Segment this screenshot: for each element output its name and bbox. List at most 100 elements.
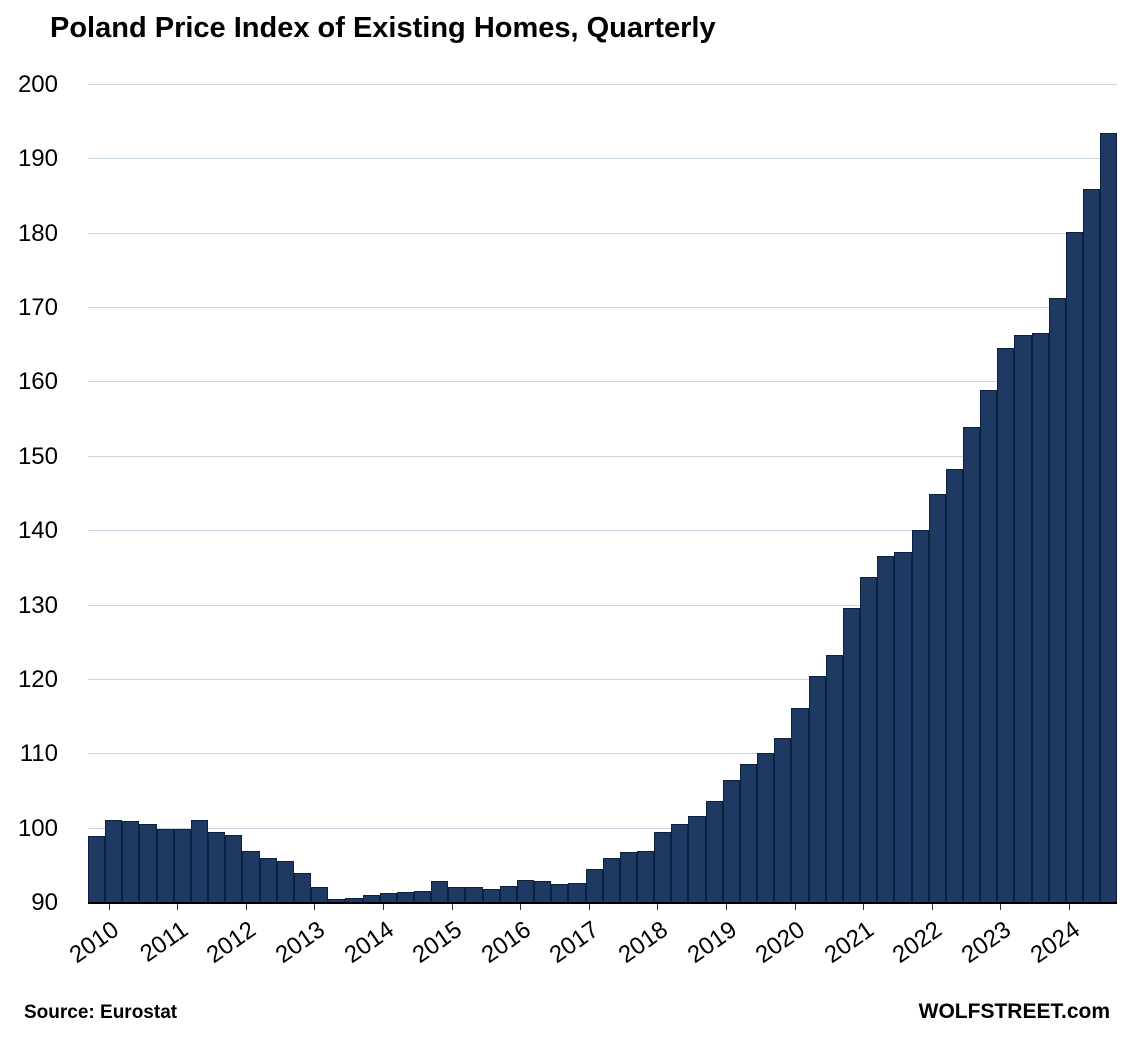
bar-2016-q2: [516, 879, 535, 903]
bar-2011-q2: [173, 829, 191, 903]
bar-2024-q3: [1083, 189, 1101, 903]
gridline-200: [88, 84, 1117, 85]
bar-2011-q1: [156, 828, 174, 903]
bar-2012-q1: [225, 835, 243, 903]
bar-2013-q1: [293, 872, 312, 903]
gridline-120: [88, 678, 1117, 680]
x-tick-label-2024: 2024: [1025, 916, 1085, 969]
x-tick-mark-2017: [588, 904, 590, 910]
x-tick-mark-2023: [1000, 904, 1002, 910]
bar-2020-q1: [774, 737, 792, 903]
bar-2012-q2: [242, 850, 260, 903]
branding-wolfstreet: WOLFSTREET.com: [918, 1000, 1110, 1023]
bar-2013-q2: [311, 887, 329, 903]
bar-2010-q2: [105, 819, 123, 903]
gridline-110: [88, 753, 1117, 755]
x-tick-mark-2014: [382, 904, 384, 910]
bar-2022-q3: [945, 468, 963, 903]
gridline-100: [88, 827, 1117, 829]
bar-series: [88, 85, 1118, 903]
bar-2018-q4: [688, 816, 706, 903]
y-tick-label-100: 100: [17, 814, 58, 842]
bar-2012-q3: [259, 858, 277, 903]
bar-2018-q3: [671, 824, 689, 903]
bar-2015-q1: [431, 881, 449, 903]
bar-2014-q2: [379, 892, 397, 903]
bar-2015-q3: [465, 887, 483, 903]
gridline-150: [88, 455, 1117, 457]
y-tick-label-90: 90: [31, 889, 58, 916]
bar-2013-q4: [345, 897, 363, 903]
bar-2023-q2: [997, 347, 1015, 903]
gridline-140: [88, 530, 1117, 532]
bar-2017-q4: [619, 852, 637, 903]
bar-2024-q2: [1065, 231, 1084, 903]
x-tick-label-2019: 2019: [682, 916, 742, 969]
y-tick-label-150: 150: [17, 442, 58, 470]
x-tick-mark-2024: [1068, 904, 1070, 910]
x-tick-mark-2013: [314, 904, 316, 910]
y-tick-label-180: 180: [17, 219, 58, 247]
gridline-190: [88, 158, 1117, 160]
gridline-170: [88, 307, 1117, 309]
bar-2023-q3: [1014, 334, 1032, 903]
bar-2010-q4: [139, 824, 157, 903]
gridline-130: [88, 604, 1117, 606]
bar-2014-q4: [413, 891, 432, 903]
y-tick-label-170: 170: [17, 294, 58, 322]
bar-2017-q1: [568, 882, 586, 903]
source-note: Source: Eurostat: [24, 1002, 178, 1023]
x-tick-mark-2016: [520, 904, 522, 910]
bar-2011-q4: [208, 832, 226, 903]
bar-2022-q2: [928, 494, 946, 903]
bar-2020-q4: [825, 654, 843, 903]
x-axis: 2010 2011 2012 2013 2014 2015 2016 2017 2018 2019…: [65, 904, 1117, 996]
bar-2019-q3: [739, 763, 758, 903]
chart-title: Poland Price Index of Existing Homes, Qu…: [50, 12, 716, 44]
bar-2021-q1: [842, 607, 861, 903]
bar-2010-q3: [122, 821, 140, 903]
x-tick-label-2010: 2010: [64, 916, 125, 969]
x-tick-mark-2022: [931, 904, 933, 910]
x-tick-label-2021: 2021: [819, 916, 879, 969]
bar-2019-q1: [705, 801, 723, 903]
x-tick-label-2013: 2013: [270, 916, 330, 969]
bar-2016-q1: [499, 885, 517, 903]
x-tick-label-2017: 2017: [545, 916, 605, 969]
x-tick-label-2012: 2012: [202, 916, 262, 969]
x-tick-mark-2011: [177, 904, 179, 910]
bar-2017-q2: [585, 868, 603, 903]
bar-2019-q4: [757, 752, 775, 903]
bar-2019-q2: [722, 779, 740, 903]
bar-2014-q3: [396, 891, 414, 903]
y-tick-label-160: 160: [17, 368, 58, 396]
bar-2022-q4: [962, 427, 981, 903]
y-tick-label-120: 120: [17, 665, 58, 693]
bar-2016-q3: [534, 880, 552, 903]
x-tick-mark-2019: [725, 904, 727, 910]
y-tick-label-200: 200: [17, 71, 58, 98]
bar-2021-q4: [894, 552, 912, 903]
bar-2017-q3: [602, 857, 620, 903]
bar-2012-q4: [276, 861, 294, 903]
x-tick-label-2018: 2018: [613, 916, 673, 969]
bar-2024-q1: [1048, 297, 1066, 903]
plot-area: [88, 84, 1118, 904]
x-tick-label-2023: 2023: [956, 916, 1016, 969]
bar-2011-q3: [190, 820, 209, 903]
bar-2023-q4: [1031, 332, 1049, 903]
bar-2024-q4: [1100, 133, 1118, 903]
x-tick-label-2016: 2016: [476, 916, 536, 969]
bar-2010-q1: [88, 836, 106, 903]
x-tick-label-2015: 2015: [407, 916, 468, 969]
bar-2016-q4: [551, 884, 569, 903]
bar-2023-q1: [980, 389, 998, 903]
x-tick-mark-2021: [863, 904, 865, 910]
gridline-160: [88, 381, 1117, 383]
x-tick-label-2022: 2022: [888, 916, 948, 969]
bar-2015-q2: [448, 886, 466, 903]
x-tick-label-2020: 2020: [750, 916, 811, 969]
y-axis: 90 100 110 120 130 140 150 160 170 180 190 200: [0, 72, 58, 916]
bar-2021-q3: [877, 555, 895, 903]
